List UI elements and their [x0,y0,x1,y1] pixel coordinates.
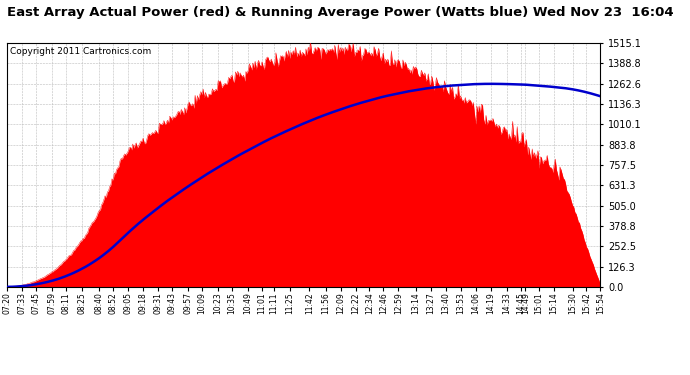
Text: Copyright 2011 Cartronics.com: Copyright 2011 Cartronics.com [10,47,151,56]
Text: East Array Actual Power (red) & Running Average Power (Watts blue) Wed Nov 23  1: East Array Actual Power (red) & Running … [7,6,673,19]
